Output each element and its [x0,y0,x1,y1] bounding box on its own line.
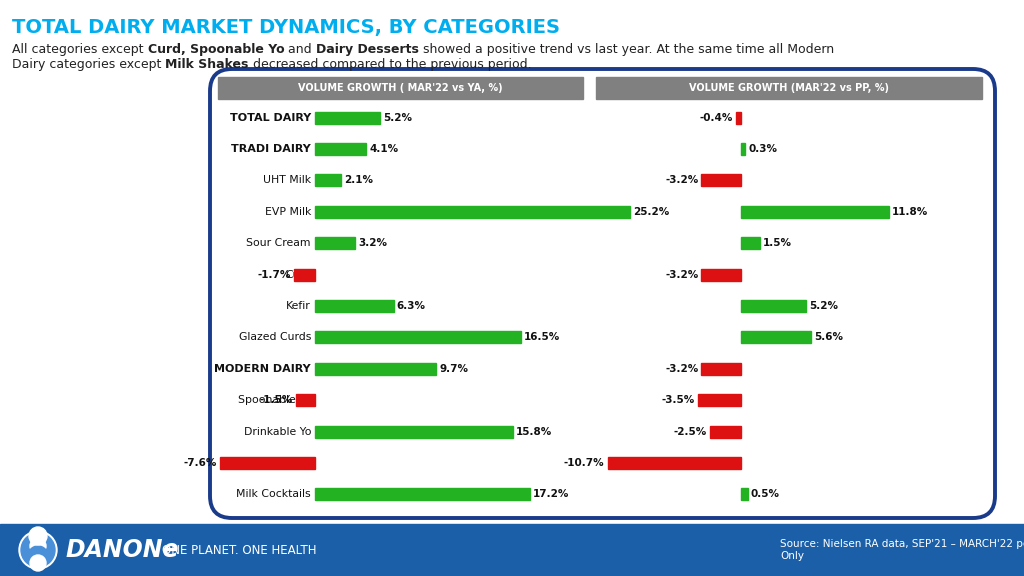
Text: decreased compared to the previous period.: decreased compared to the previous perio… [249,58,531,71]
Text: Glazed Curds: Glazed Curds [239,332,311,342]
Bar [0,524,1024,576]
Text: -3.2%: -3.2% [665,176,698,185]
Text: Drinkable Yo: Drinkable Yo [244,427,311,437]
Text: TOTAL DAIRY MARKET DYNAMICS, BY CATEGORIES: TOTAL DAIRY MARKET DYNAMICS, BY CATEGORI… [12,18,560,37]
Text: All categories except: All categories except [12,43,147,56]
Circle shape [29,527,47,545]
Bar [701,363,741,375]
Text: -3.2%: -3.2% [665,364,698,374]
Text: 16.5%: 16.5% [524,332,560,342]
Text: ONE PLANET. ONE HEALTH: ONE PLANET. ONE HEALTH [162,544,316,556]
Text: 5.2%: 5.2% [383,113,412,123]
Circle shape [28,546,48,566]
Text: -1.5%: -1.5% [260,395,293,405]
Bar [315,488,530,501]
Text: TRADI DAIRY: TRADI DAIRY [231,144,311,154]
Text: UHT Milk: UHT Milk [263,176,311,185]
Circle shape [22,533,55,567]
Text: -3.2%: -3.2% [665,270,698,279]
Text: 0.5%: 0.5% [751,489,779,499]
Text: -2.5%: -2.5% [674,427,707,437]
Text: Kefir: Kefir [287,301,311,311]
Text: Curd, Spoonable Yo: Curd, Spoonable Yo [147,43,284,56]
Bar [701,268,741,281]
Text: TOTAL DAIRY: TOTAL DAIRY [229,113,311,123]
Bar [315,112,380,124]
Bar [741,331,811,343]
Bar [741,300,806,312]
Bar [218,77,583,99]
Text: -0.4%: -0.4% [700,113,733,123]
Text: 0.3%: 0.3% [749,144,777,154]
Bar [607,457,741,469]
Bar [315,206,630,218]
Bar [315,300,394,312]
Bar [315,426,512,438]
Text: DANONe: DANONe [65,538,178,562]
Circle shape [19,531,57,569]
Text: 15.8%: 15.8% [515,427,552,437]
Bar [710,426,741,438]
Text: 6.3%: 6.3% [396,301,426,311]
Text: -7.6%: -7.6% [183,458,217,468]
Bar [741,206,889,218]
FancyBboxPatch shape [210,69,995,518]
Bar [296,394,315,406]
Text: Milk Shakes: Milk Shakes [165,58,249,71]
Text: 17.2%: 17.2% [534,489,569,499]
Text: VOLUME GROWTH ( MAR'22 vs YA, %): VOLUME GROWTH ( MAR'22 vs YA, %) [298,83,503,93]
Text: 1.5%: 1.5% [763,238,792,248]
Bar [701,175,741,187]
Text: 5.2%: 5.2% [809,301,839,311]
Text: Curd: Curd [286,270,311,279]
Text: 11.8%: 11.8% [892,207,928,217]
Text: Spoonable Yo: Spoonable Yo [238,395,311,405]
Bar [596,77,982,99]
Text: Cheese: Cheese [270,458,311,468]
Text: MODERN DAIRY: MODERN DAIRY [214,364,311,374]
Text: -3.5%: -3.5% [662,395,694,405]
Bar [697,394,741,406]
Bar [315,363,436,375]
Text: Milk Cocktails: Milk Cocktails [237,489,311,499]
Text: Sour Cream: Sour Cream [247,238,311,248]
Bar [315,175,341,187]
Text: Dairy Desserts: Dairy Desserts [315,43,419,56]
Text: -1.7%: -1.7% [257,270,291,279]
Text: showed a positive trend vs last year. At the same time all Modern: showed a positive trend vs last year. At… [419,43,834,56]
Text: 25.2%: 25.2% [633,207,670,217]
Bar [315,331,521,343]
Bar [315,237,355,249]
Bar [315,143,367,155]
Text: Dairy categories except: Dairy categories except [12,58,165,71]
Bar [741,143,745,155]
Text: 9.7%: 9.7% [439,364,468,374]
Text: EVP Milk: EVP Milk [264,207,311,217]
Text: 5.6%: 5.6% [814,332,844,342]
Text: and: and [284,43,315,56]
Bar [220,457,315,469]
Bar [736,112,741,124]
Circle shape [30,538,46,554]
Text: Source: Nielsen RA data, SEP'21 – MARCH'22 periods, Urban
Only: Source: Nielsen RA data, SEP'21 – MARCH'… [780,539,1024,561]
Circle shape [30,555,46,571]
Text: -10.7%: -10.7% [564,458,604,468]
Text: 2.1%: 2.1% [344,176,374,185]
Bar [741,237,760,249]
Bar [741,488,748,501]
Text: 3.2%: 3.2% [358,238,387,248]
Text: VOLUME GROWTH (MAR'22 vs PP, %): VOLUME GROWTH (MAR'22 vs PP, %) [689,83,889,93]
Bar [294,268,315,281]
Text: 4.1%: 4.1% [370,144,398,154]
